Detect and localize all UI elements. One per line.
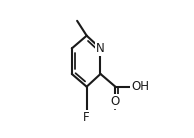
- Text: OH: OH: [131, 80, 149, 93]
- Text: F: F: [83, 111, 90, 124]
- Text: O: O: [111, 95, 120, 108]
- Text: N: N: [96, 42, 105, 55]
